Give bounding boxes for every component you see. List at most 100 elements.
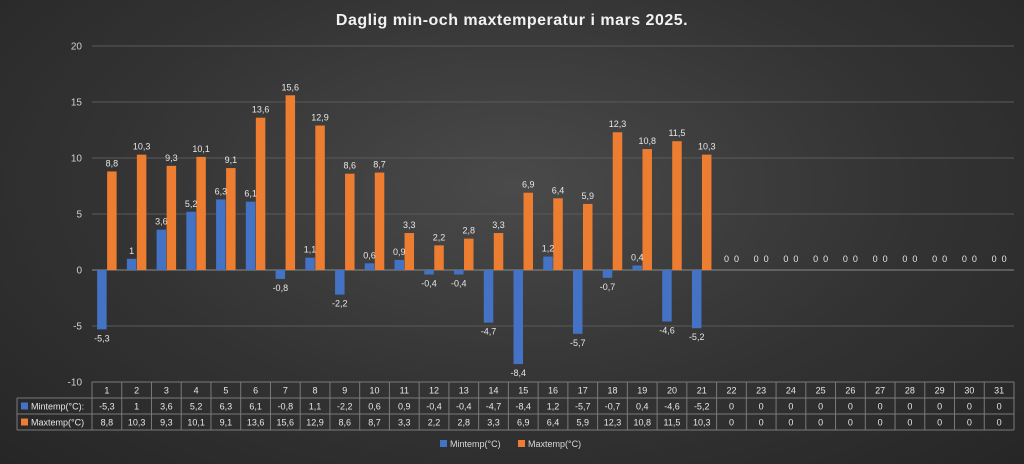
legend-swatch <box>440 440 447 447</box>
x-tick-label: 16 <box>548 386 558 396</box>
max-temp-label: 2,8 <box>463 226 476 236</box>
max-temp-bar <box>285 95 296 270</box>
max-temp-bar <box>464 238 474 270</box>
table-cell: 10,3 <box>128 418 146 428</box>
max-temp-label: 0 <box>912 254 917 264</box>
table-cell: 0 <box>818 418 823 428</box>
max-temp-label: 0 <box>853 254 858 264</box>
table-cell: -0,4 <box>456 402 472 412</box>
table-cell: 0 <box>788 418 793 428</box>
table-cell: -4,6 <box>664 402 680 412</box>
table-cell: 5,9 <box>576 418 589 428</box>
min-temp-bar <box>483 270 494 323</box>
x-tick-label: 3 <box>164 386 169 396</box>
x-tick-label: 24 <box>786 386 796 396</box>
table-cell: 0 <box>729 402 734 412</box>
y-tick-label: -5 <box>73 322 82 333</box>
max-temp-label: 0 <box>734 254 739 264</box>
table-cell: 6,9 <box>517 418 530 428</box>
table-row-label: Maxtemp(°C) <box>31 418 84 428</box>
max-temp-bar <box>434 245 444 270</box>
min-temp-label: 0,6 <box>363 250 376 260</box>
min-temp-label: -5,3 <box>94 333 110 343</box>
table-cell: 0 <box>907 418 912 428</box>
x-tick-label: 25 <box>816 386 826 396</box>
table-cell: 0 <box>818 402 823 412</box>
max-temp-label: 10,3 <box>133 142 151 152</box>
gridlines <box>92 45 1014 383</box>
max-temp-label: 0 <box>883 254 888 264</box>
legend: Mintemp(°C) Maxtemp(°C) <box>440 439 581 449</box>
max-temp-label: 8,7 <box>373 160 386 170</box>
min-temp-label: 3,6 <box>155 217 168 227</box>
min-temp-bar <box>662 270 672 322</box>
x-tick-label: 22 <box>726 386 736 396</box>
min-temp-label: 0 <box>962 254 967 264</box>
x-tick-label: 8 <box>313 386 318 396</box>
table-legend-key <box>21 418 28 426</box>
x-tick-label: 1 <box>104 386 109 396</box>
x-tick-label: 20 <box>667 386 677 396</box>
table-cell: 11,5 <box>664 418 681 428</box>
table-cell: -0,7 <box>605 402 621 412</box>
max-temp-bar <box>196 156 206 270</box>
chart-title: Daglig min-och maxtemperatur i mars 2025… <box>336 12 688 29</box>
table-cell: 1,2 <box>547 402 560 412</box>
table-cell: 12,9 <box>306 418 324 428</box>
x-tick-label: 11 <box>400 386 409 396</box>
max-temp-label: 0 <box>823 254 828 264</box>
min-temp-bar <box>543 256 553 270</box>
max-temp-bar <box>642 149 652 270</box>
min-temp-label: 0 <box>873 254 878 264</box>
min-temp-bar <box>156 229 167 270</box>
x-tick-label: 17 <box>578 386 588 396</box>
table-cell: 2,2 <box>428 418 441 428</box>
bars <box>97 95 712 365</box>
min-temp-label: -8,4 <box>511 368 527 378</box>
min-temp-label: 0 <box>724 254 729 264</box>
x-tick-label: 10 <box>370 386 380 396</box>
x-tick-label: 6 <box>253 386 258 396</box>
max-temp-bar <box>672 141 682 270</box>
min-temp-bar <box>245 201 256 270</box>
max-temp-label: 0 <box>972 254 977 264</box>
min-temp-label: 0 <box>992 254 997 264</box>
table-cell: 9,3 <box>160 418 173 428</box>
x-tick-label: 29 <box>935 386 945 396</box>
min-temp-label: 6,1 <box>244 189 257 199</box>
x-tick-label: 19 <box>637 386 647 396</box>
max-temp-label: 3,3 <box>403 220 416 230</box>
table-cell: 3,3 <box>398 418 411 428</box>
x-tick-label: 23 <box>756 386 766 396</box>
min-temp-bar <box>364 263 375 270</box>
table-cell: 0 <box>878 402 883 412</box>
table-cell: 0 <box>967 402 972 412</box>
max-temp-bar <box>612 132 623 270</box>
x-tick-label: 5 <box>223 386 228 396</box>
max-temp-label: 10,8 <box>638 136 656 146</box>
max-temp-bar <box>523 192 534 270</box>
table-cell: 15,6 <box>277 418 295 428</box>
min-temp-label: 0,9 <box>393 247 406 257</box>
min-temp-label: 6,3 <box>215 186 228 196</box>
min-temp-label: -2,2 <box>332 299 348 309</box>
min-temp-bar <box>126 258 137 270</box>
table-cell: 1,1 <box>309 402 322 412</box>
y-tick-label: -10 <box>68 378 83 389</box>
y-tick-label: 0 <box>76 266 82 277</box>
min-temp-bar <box>454 270 464 275</box>
y-tick-label: 15 <box>71 98 83 109</box>
table-cell: 3,6 <box>160 402 173 412</box>
min-temp-label: 0,4 <box>631 253 644 263</box>
max-temp-label: 0 <box>1002 254 1007 264</box>
table-cell: -5,2 <box>694 402 710 412</box>
min-temp-label: -4,7 <box>481 327 497 337</box>
table-cell: 8,6 <box>339 418 352 428</box>
max-temp-label: 8,8 <box>106 158 119 168</box>
table-cell: -0,4 <box>426 402 442 412</box>
y-tick-label: 5 <box>76 210 82 221</box>
table-cell: 13,6 <box>247 418 265 428</box>
min-temp-bar <box>305 257 315 270</box>
x-tick-label: 13 <box>459 386 469 396</box>
legend-label: Mintemp(°C) <box>450 439 501 449</box>
